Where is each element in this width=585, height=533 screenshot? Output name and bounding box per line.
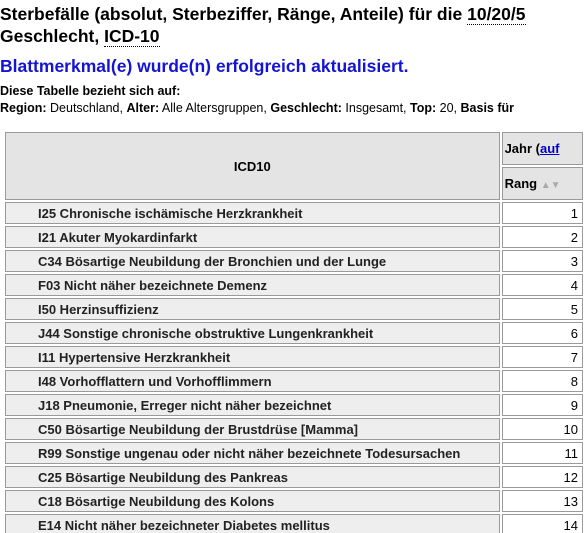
filter-value: Deutschland, bbox=[50, 101, 123, 115]
col-year: Jahr ( bbox=[504, 141, 540, 156]
status-message: Blattmerkmal(e) wurde(n) erfolgreich akt… bbox=[0, 56, 409, 76]
icd-cell: C18 Bösartige Neubildung des Kolons bbox=[5, 490, 500, 512]
table-row: I11 Hypertensive Herzkrankheit 7 bbox=[5, 346, 583, 368]
rank-cell: 5 bbox=[501, 298, 583, 320]
col-rank: Rang bbox=[504, 176, 538, 191]
rank-cell: 9 bbox=[501, 394, 583, 416]
context-intro: Diese Tabelle bezieht sich auf: bbox=[0, 84, 181, 98]
filter-label: Basis für bbox=[460, 101, 515, 115]
sort-icon[interactable]: ▲▼ bbox=[540, 180, 561, 191]
table-row: C25 Bösartige Neubildung des Pankreas 12 bbox=[5, 466, 583, 488]
filter-label: Geschlecht: bbox=[270, 101, 342, 115]
icd-cell: I11 Hypertensive Herzkrankheit bbox=[5, 346, 500, 368]
col-header[interactable]: Rang ▲▼ bbox=[501, 167, 583, 200]
table-row: J44 Sonstige chronische obstruktive Lung… bbox=[5, 322, 583, 344]
icd-cell: R99 Sonstige ungenau oder nicht näher be… bbox=[5, 442, 500, 464]
rank-cell: 10 bbox=[501, 418, 583, 440]
rank-cell: 1 bbox=[501, 202, 583, 224]
icd-cell: I48 Vorhofflattern und Vorhofflimmern bbox=[5, 370, 500, 392]
filter-value: 20, bbox=[439, 101, 458, 115]
rank-cell: 11 bbox=[501, 442, 583, 464]
filter-value: Alle Altersgruppen, bbox=[161, 101, 267, 115]
icd-cell: C50 Bösartige Neubildung der Brustdrüse … bbox=[5, 418, 500, 440]
icd-cell: C25 Bösartige Neubildung des Pankreas bbox=[5, 466, 500, 488]
rank-cell: 4 bbox=[501, 274, 583, 296]
icd-cell: J44 Sonstige chronische obstruktive Lung… bbox=[5, 322, 500, 344]
rank-cell: 3 bbox=[501, 250, 583, 272]
filter-value: Insgesamt, bbox=[345, 101, 407, 115]
rank-cell: 14 bbox=[501, 514, 583, 533]
table-row: C50 Bösartige Neubildung der Brustdrüse … bbox=[5, 418, 583, 440]
rank-cell: 2 bbox=[501, 226, 583, 248]
icd-cell: I25 Chronische ischämische Herzkrankheit bbox=[5, 202, 500, 224]
table-row: E14 Nicht näher bezeichneter Diabetes me… bbox=[5, 514, 583, 533]
rank-cell: 13 bbox=[501, 490, 583, 512]
icd-cell: I21 Akuter Myokardinfarkt bbox=[5, 226, 500, 248]
table-row: R99 Sonstige ungenau oder nicht näher be… bbox=[5, 442, 583, 464]
title-years[interactable]: 10/20/5 bbox=[467, 4, 526, 25]
col-header[interactable]: ICD10 bbox=[5, 132, 500, 200]
rank-cell: 7 bbox=[501, 346, 583, 368]
table-row: I50 Herzinsuffizienz 5 bbox=[5, 298, 583, 320]
icd-cell: F03 Nicht näher bezeichnete Demenz bbox=[5, 274, 500, 296]
rank-cell: 8 bbox=[501, 370, 583, 392]
table-row: I25 Chronische ischämische Herzkrankheit… bbox=[5, 202, 583, 224]
title-text: Geschlecht, bbox=[0, 26, 100, 46]
table-row: I48 Vorhofflattern und Vorhofflimmern 8 bbox=[5, 370, 583, 392]
title: Sterbefälle (absolut, Sterbeziffer, Räng… bbox=[0, 3, 526, 47]
icd-cell: I50 Herzinsuffizienz bbox=[5, 298, 500, 320]
table-row: C18 Bösartige Neubildung des Kolons 13 bbox=[5, 490, 583, 512]
table-row: I21 Akuter Myokardinfarkt 2 bbox=[5, 226, 583, 248]
filter-label: Region: bbox=[0, 101, 47, 115]
table-row: C34 Bösartige Neubildung der Bronchien u… bbox=[5, 250, 583, 272]
rank-cell: 6 bbox=[501, 322, 583, 344]
filters: Region: Deutschland, Alter: Alle Altersg… bbox=[0, 101, 514, 115]
icd-cell: E14 Nicht näher bezeichneter Diabetes me… bbox=[5, 514, 500, 533]
icd-cell: C34 Bösartige Neubildung der Bronchien u… bbox=[5, 250, 500, 272]
rank-cell: 12 bbox=[501, 466, 583, 488]
filter-label: Alter: bbox=[126, 101, 160, 115]
filter-label: Top: bbox=[410, 101, 437, 115]
data-table: ICD10 Jahr (auf Rang ▲▼ I25 Chronische i… bbox=[3, 130, 585, 533]
col-header: Jahr (auf bbox=[501, 132, 583, 165]
table-row: F03 Nicht näher bezeichnete Demenz 4 bbox=[5, 274, 583, 296]
icd-cell: J18 Pneumonie, Erreger nicht näher bezei… bbox=[5, 394, 500, 416]
title-icd[interactable]: ICD-10 bbox=[104, 26, 160, 47]
title-text: Sterbefälle (absolut, Sterbeziffer, Räng… bbox=[0, 4, 463, 24]
year-link[interactable]: auf bbox=[539, 141, 560, 156]
table-row: J18 Pneumonie, Erreger nicht näher bezei… bbox=[5, 394, 583, 416]
